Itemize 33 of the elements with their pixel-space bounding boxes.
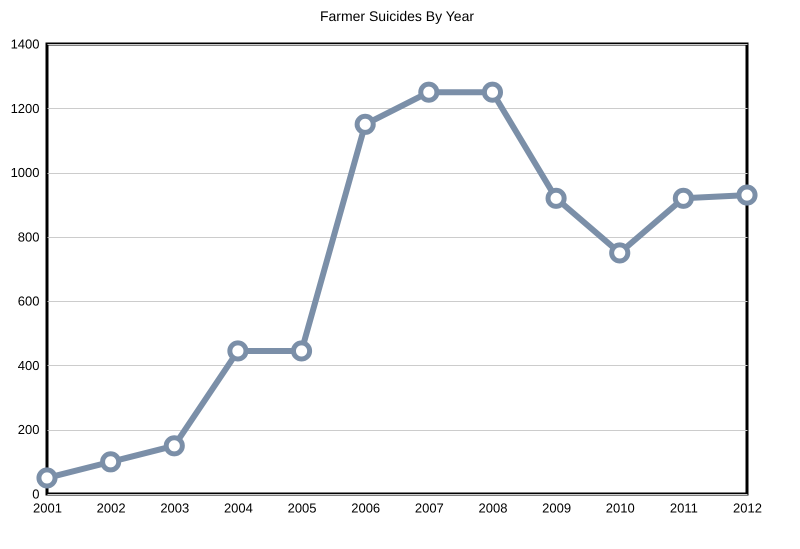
x-tick-label: 2010 (606, 500, 635, 516)
point (227, 340, 248, 362)
y-tick-label: 1200 (10, 100, 40, 116)
y-tick-label: 600 (18, 294, 40, 309)
x-tick-label: 2004 (224, 500, 253, 516)
point (100, 451, 122, 472)
x-tick-label: 2008 (478, 500, 508, 516)
point (290, 340, 312, 362)
point (482, 82, 504, 103)
x-tick-label: 2005 (288, 500, 317, 516)
x-tick-label: 2011 (670, 500, 698, 516)
x-tick-label: 2006 (351, 500, 380, 516)
x-tick-label: 2002 (96, 500, 126, 516)
x-tick-label: 2012 (733, 500, 762, 516)
point (354, 114, 376, 135)
chart-title: Farmer Suicides By Year (320, 8, 474, 24)
point (672, 188, 694, 209)
x-tick-label: 2003 (160, 500, 190, 516)
point (164, 435, 185, 456)
y-tick-label: 400 (18, 358, 40, 373)
point (36, 467, 58, 488)
y-tick-label: 800 (18, 229, 40, 244)
point (546, 188, 567, 209)
y-tick-label: 0 (32, 486, 40, 502)
x-tick-label: 2001 (33, 500, 62, 516)
point (736, 184, 758, 206)
y-tick-label: 200 (18, 422, 40, 438)
y-tick-label: 1400 (10, 36, 40, 52)
x-tick-label: 2009 (542, 500, 572, 516)
x-tick-label: 2007 (414, 500, 444, 516)
y-tick-label: 1000 (10, 165, 40, 180)
point (609, 242, 630, 264)
point (418, 82, 440, 103)
